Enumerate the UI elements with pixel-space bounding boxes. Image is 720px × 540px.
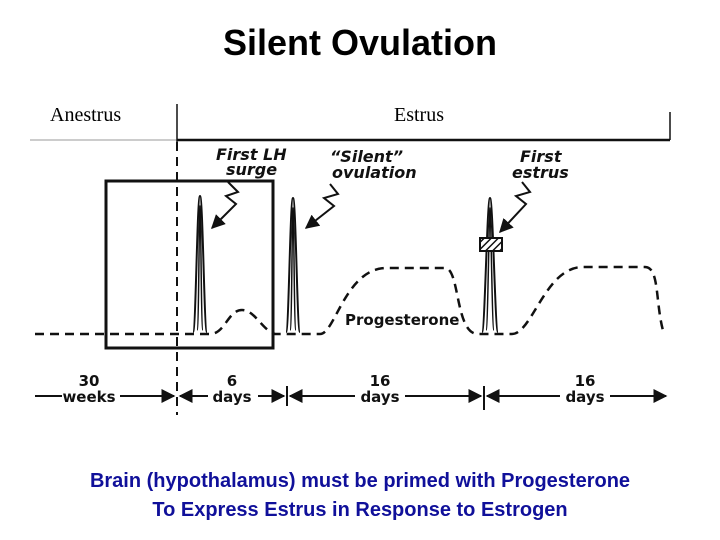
label-first-lh-line2: surge [226, 160, 277, 179]
timeline-unit-6days: days [212, 388, 251, 406]
lh-peak-first [192, 194, 208, 333]
label-silent-line1: “Silent” [330, 147, 403, 166]
pointer-arrow-first-estrus [499, 181, 532, 234]
lh-peak-second-inner [289, 207, 297, 331]
phase-label-estrus: Estrus [394, 104, 444, 126]
label-silent-line2: ovulation [332, 163, 417, 182]
estrus-hatched-marker [479, 237, 503, 252]
label-first-estrus-line1: First [520, 147, 563, 166]
label-first-lh-line1: First LH [216, 145, 287, 164]
lh-peak-first-inner [196, 205, 204, 331]
label-first-estrus-line2: estrus [512, 163, 569, 182]
lh-peak-third [481, 196, 499, 333]
timeline-value-16days-first: 16 [370, 372, 391, 390]
pointer-arrow-silent-ovulation [304, 183, 340, 229]
pointer-arrow-lh-surge [211, 181, 240, 229]
timeline-value-16days-second: 16 [575, 372, 596, 390]
highlight-box [104, 179, 275, 350]
timeline-unit-weeks: weeks [62, 388, 115, 406]
lh-peak-third-inner [485, 207, 495, 331]
lh-peak-second [285, 196, 301, 333]
progesterone-curve [35, 265, 666, 336]
timeline-unit-16days-second: days [565, 388, 604, 406]
timeline-unit-16days-first: days [360, 388, 399, 406]
page-title: Silent Ovulation [222, 22, 498, 63]
label-progesterone: Progesterone [345, 311, 459, 329]
timeline-value-6days: 6 [227, 372, 237, 390]
phase-label-anestrus: Anestrus [50, 104, 122, 126]
timeline-value-weeks: 30 [79, 372, 100, 390]
caption-line-2: To Express Estrus in Response to Estroge… [152, 499, 568, 521]
caption-line-1: Brain (hypothalamus) must be primed with… [89, 470, 631, 492]
